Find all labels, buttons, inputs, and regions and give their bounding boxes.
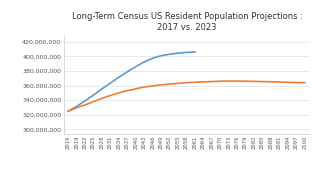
2023 Forecast bbox=[176, 82, 180, 84]
2023 Forecast bbox=[75, 107, 79, 109]
2023 Forecast bbox=[117, 92, 121, 94]
2023 Forecast bbox=[235, 80, 239, 82]
2023 Forecast bbox=[218, 80, 222, 82]
2017 Forecast bbox=[66, 110, 70, 112]
2017 Forecast bbox=[83, 100, 87, 102]
2017 Forecast bbox=[117, 76, 121, 78]
2023 Forecast bbox=[210, 80, 214, 83]
2023 Forecast bbox=[260, 80, 264, 83]
2017 Forecast bbox=[125, 71, 129, 73]
2017 Forecast bbox=[142, 61, 146, 63]
2023 Forecast bbox=[100, 97, 104, 99]
2023 Forecast bbox=[108, 94, 112, 97]
2017 Forecast bbox=[159, 55, 163, 57]
2023 Forecast bbox=[185, 82, 188, 84]
2023 Forecast bbox=[66, 110, 70, 112]
2023 Forecast bbox=[168, 83, 172, 85]
2017 Forecast bbox=[151, 57, 155, 59]
2017 Forecast bbox=[168, 53, 172, 55]
2023 Forecast bbox=[277, 81, 281, 83]
2023 Forecast bbox=[125, 89, 129, 92]
2017 Forecast bbox=[176, 52, 180, 54]
2023 Forecast bbox=[134, 88, 138, 90]
2017 Forecast bbox=[75, 105, 79, 108]
2017 Forecast bbox=[134, 65, 138, 68]
Line: 2017 Forecast: 2017 Forecast bbox=[68, 52, 195, 111]
2023 Forecast bbox=[227, 80, 231, 82]
2023 Forecast bbox=[193, 81, 197, 84]
2023 Forecast bbox=[142, 86, 146, 88]
2017 Forecast bbox=[100, 88, 104, 90]
2023 Forecast bbox=[83, 104, 87, 106]
2017 Forecast bbox=[185, 51, 188, 54]
2023 Forecast bbox=[252, 80, 256, 83]
2023 Forecast bbox=[151, 85, 155, 87]
2023 Forecast bbox=[303, 82, 307, 84]
2023 Forecast bbox=[202, 81, 205, 83]
2023 Forecast bbox=[294, 81, 298, 84]
2023 Forecast bbox=[244, 80, 248, 82]
2017 Forecast bbox=[193, 51, 197, 53]
Line: 2023 Forecast: 2023 Forecast bbox=[68, 81, 305, 111]
2023 Forecast bbox=[286, 81, 290, 84]
2017 Forecast bbox=[92, 94, 95, 96]
2023 Forecast bbox=[92, 100, 95, 103]
Title: Long-Term Census US Resident Population Projections :
2017 vs. 2023: Long-Term Census US Resident Population … bbox=[72, 12, 303, 32]
2017 Forecast bbox=[108, 82, 112, 84]
2023 Forecast bbox=[269, 81, 273, 83]
2023 Forecast bbox=[159, 84, 163, 86]
